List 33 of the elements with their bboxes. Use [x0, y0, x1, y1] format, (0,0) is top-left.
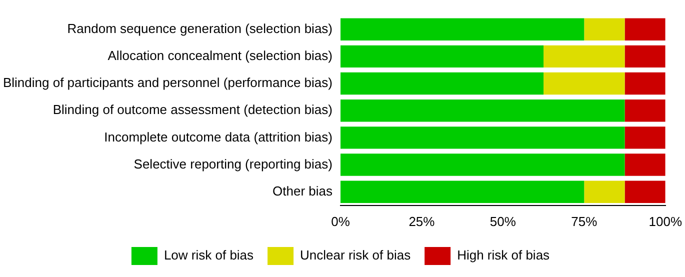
- x-tick-label: 75%: [571, 214, 598, 229]
- legend-label: Low risk of bias: [164, 248, 254, 263]
- bar: [340, 126, 625, 149]
- y-tick-label: Selective reporting (reporting bias): [134, 156, 332, 172]
- bar: [340, 180, 584, 203]
- legend-label: Unclear risk of bias: [300, 248, 412, 263]
- bar: [624, 180, 666, 203]
- bar: [584, 18, 625, 40]
- y-tick-label: Other bias: [272, 183, 333, 198]
- bar: [340, 99, 625, 122]
- bar: [544, 45, 625, 68]
- bar: [624, 45, 666, 68]
- y-tick-label: Blinding of participants and personnel (performance bias): [2, 75, 332, 90]
- bar: [624, 72, 666, 95]
- bar: [624, 18, 666, 40]
- bar: [624, 99, 666, 122]
- x-tick-label: 100%: [648, 214, 682, 229]
- bar: [544, 72, 625, 95]
- bar: [340, 18, 584, 40]
- y-tick-label: Blinding of outcome assessment (detection bias): [52, 102, 332, 118]
- legend-label: High risk of bias: [457, 248, 550, 263]
- bar: [584, 180, 625, 203]
- bar: [624, 154, 666, 176]
- y-tick-label: Allocation concealment (selection bias): [108, 48, 332, 64]
- bar: [340, 72, 544, 95]
- x-tick-label: 50%: [490, 214, 516, 229]
- x-tick-label: 25%: [408, 214, 436, 229]
- y-tick-label: Random sequence generation (selection bias): [67, 20, 332, 36]
- x-tick-label: 0%: [331, 214, 350, 229]
- bar: [340, 45, 544, 68]
- bar: [340, 154, 625, 176]
- bar: [624, 126, 666, 149]
- y-tick-label: Incomplete outcome data (attrition bias): [104, 129, 332, 144]
